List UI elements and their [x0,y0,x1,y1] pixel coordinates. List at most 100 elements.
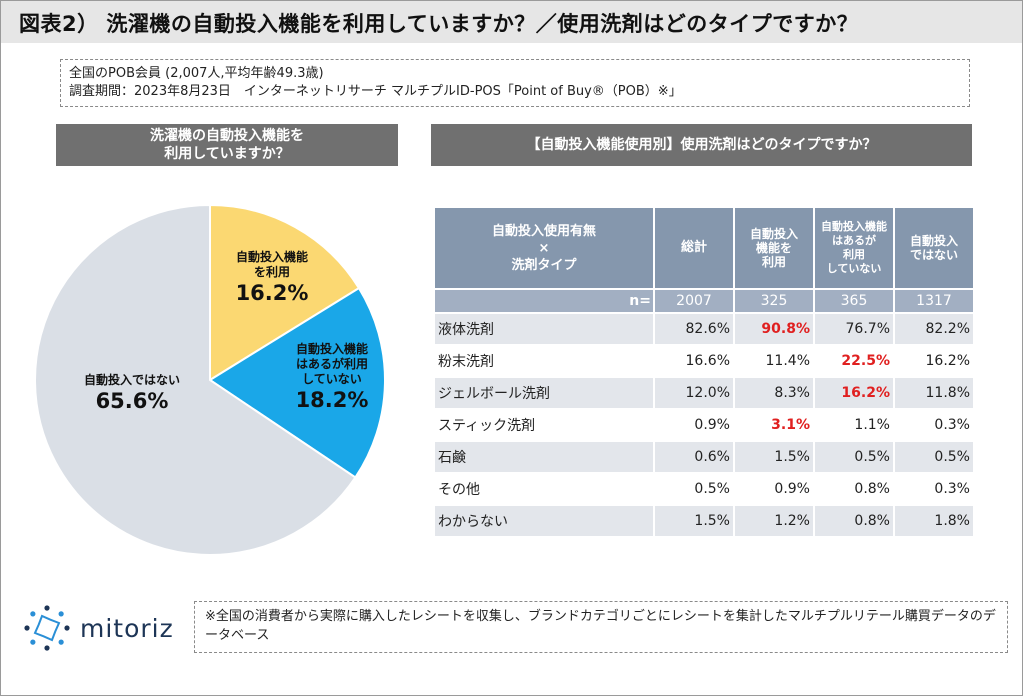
pie-value-not-auto: 65.6% [95,389,169,413]
corner-line2: × [538,240,550,256]
pie-slice-auto-use [209,203,361,382]
pie-label-has-not-used: 自動投入機能 はあるが利用 していない 18.2% [282,342,382,413]
table-cell: 0.6% [655,442,733,472]
detergent-type-table: 自動投入使用有無 × 洗剤タイプ 総計 自動投入 機能を 利用 自動投入機能 は… [433,206,975,538]
table-cell: 1.8% [895,506,973,536]
row-label: 粉末洗剤 [435,346,653,376]
title-bar: 図表2） 洗濯機の自動投入機能を利用していますか？／使用洗剤はどのタイプですか？ [1,1,1022,43]
col-has-not-used-line1: 自動投入機能 [821,220,887,233]
col-auto-use-line2: 機能を [755,241,792,255]
logo-dot [44,605,50,611]
column-header-auto-use: 自動投入 機能を 利用 [735,208,813,288]
logo-dot [64,625,70,631]
n-not-auto: 1317 [895,290,973,312]
table-cell: 0.8% [815,474,893,504]
n-has-not-used: 365 [815,290,893,312]
table-cell: 82.6% [655,314,733,344]
table-cell: 16.2% [895,346,973,376]
col-total-line1: 総計 [680,240,707,255]
table-n-row: n= 2007 325 365 1317 [435,290,973,312]
row-label: その他 [435,474,653,504]
table-cell: 0.9% [735,474,813,504]
pie-label-auto-use: 自動投入機能 を利用 16.2% [216,250,328,306]
col-has-not-used-line2: はあるが [832,234,876,247]
footnote-text: ※全国の消費者から実際に購入したレシートを収集し、ブランドカテゴリごとにレシート… [205,609,996,643]
table-cell: 8.3% [735,378,813,408]
page-title: 図表2） 洗濯機の自動投入機能を利用していますか？／使用洗剤はどのタイプですか？ [19,12,859,36]
n-auto-use: 325 [735,290,813,312]
pie-label-has-not-used-line1: 自動投入機能 [295,342,368,356]
table-row: ジェルボール洗剤 12.0% 8.3% 16.2% 11.8% [435,378,973,408]
n-label: n= [435,290,653,312]
table-cell: 0.3% [895,474,973,504]
table-cell: 1.5% [735,442,813,472]
table-header-row: 自動投入使用有無 × 洗剤タイプ 総計 自動投入 機能を 利用 自動投入機能 は… [435,208,973,288]
logo-dot [44,645,50,651]
table-cell: 16.6% [655,346,733,376]
table-cell: 90.8% [735,314,813,344]
table-cell: 22.5% [815,346,893,376]
pie-chart [34,203,386,556]
table-cell: 76.7% [815,314,893,344]
table-row: その他 0.5% 0.9% 0.8% 0.3% [435,474,973,504]
table-cell: 0.5% [895,442,973,472]
column-header-total: 総計 [655,208,733,288]
corner-line1: 自動投入使用有無 [491,223,596,239]
table-cell: 0.9% [655,410,733,440]
table-cell: 11.4% [735,346,813,376]
table-cell: 11.8% [895,378,973,408]
col-auto-use-line3: 利用 [761,255,786,269]
footnote-box: ※全国の消費者から実際に購入したレシートを収集し、ブランドカテゴリごとにレシート… [194,601,1008,653]
column-header-not-auto: 自動投入 ではない [895,208,973,288]
pie-label-not-auto: 自動投入ではない 65.6% [62,373,202,414]
table-cell: 0.5% [815,442,893,472]
table-cell: 0.3% [895,410,973,440]
mitoriz-logo-icon [24,605,70,651]
col-auto-use-line1: 自動投入 [749,227,798,241]
row-label: 液体洗剤 [435,314,653,344]
row-label: わからない [435,506,653,536]
logo-dot [58,639,64,645]
col-has-not-used-line4: していない [826,262,882,275]
pie-slice-has-not-used [208,286,386,479]
table-cell: 12.0% [655,378,733,408]
mitoriz-logo: mitoriz [22,603,174,653]
table-cell: 0.8% [815,506,893,536]
row-label: スティック洗剤 [435,410,653,440]
pie-section-header: 洗濯機の自動投入機能を 利用していますか？ [56,124,398,166]
n-total: 2007 [655,290,733,312]
pie-label-auto-use-line1: 自動投入機能 [235,250,308,264]
pie-label-not-auto-line1: 自動投入ではない [83,373,180,387]
survey-info-line2: 調査期間：2023年8月23日 インターネットリサーチ マルチプルID-POS「… [69,84,682,99]
logo-text: mitoriz [80,613,174,643]
table-section-header: 【自動投入機能使用別】使用洗剤はどのタイプですか？ [431,124,972,166]
logo-dot [58,611,64,617]
col-not-auto-line1: 自動投入 [909,234,958,248]
col-has-not-used-line3: 利用 [843,248,865,261]
table-cell: 82.2% [895,314,973,344]
pie-label-auto-use-line2: を利用 [253,265,290,279]
pie-value-has-not-used: 18.2% [295,388,369,412]
logo-dot [30,639,36,645]
row-label: 石鹸 [435,442,653,472]
table-cell: 1.5% [655,506,733,536]
table-cell: 1.1% [815,410,893,440]
pie-slice-not-auto [34,203,357,556]
pie-header-line1: 洗濯機の自動投入機能を [150,128,304,144]
table-row: 粉末洗剤 16.6% 11.4% 22.5% 16.2% [435,346,973,376]
table-cell: 3.1% [735,410,813,440]
pie-label-has-not-used-line3: していない [302,372,362,386]
table-cell: 16.2% [815,378,893,408]
table-corner-header: 自動投入使用有無 × 洗剤タイプ [435,208,653,288]
corner-line3: 洗剤タイプ [511,257,577,273]
logo-star [33,614,61,642]
table-row: 石鹸 0.6% 1.5% 0.5% 0.5% [435,442,973,472]
survey-info-line1: 全国のPOB会員 (2,007人,平均年齢49.3歳) [69,66,324,81]
table-cell: 0.5% [655,474,733,504]
survey-info-box: 全国のPOB会員 (2,007人,平均年齢49.3歳) 調査期間：2023年8月… [60,59,970,107]
table-cell: 1.2% [735,506,813,536]
pie-header-line2: 利用していますか？ [164,146,290,162]
column-header-has-not-used: 自動投入機能 はあるが 利用 していない [815,208,893,288]
row-label: ジェルボール洗剤 [435,378,653,408]
table-row: わからない 1.5% 1.2% 0.8% 1.8% [435,506,973,536]
